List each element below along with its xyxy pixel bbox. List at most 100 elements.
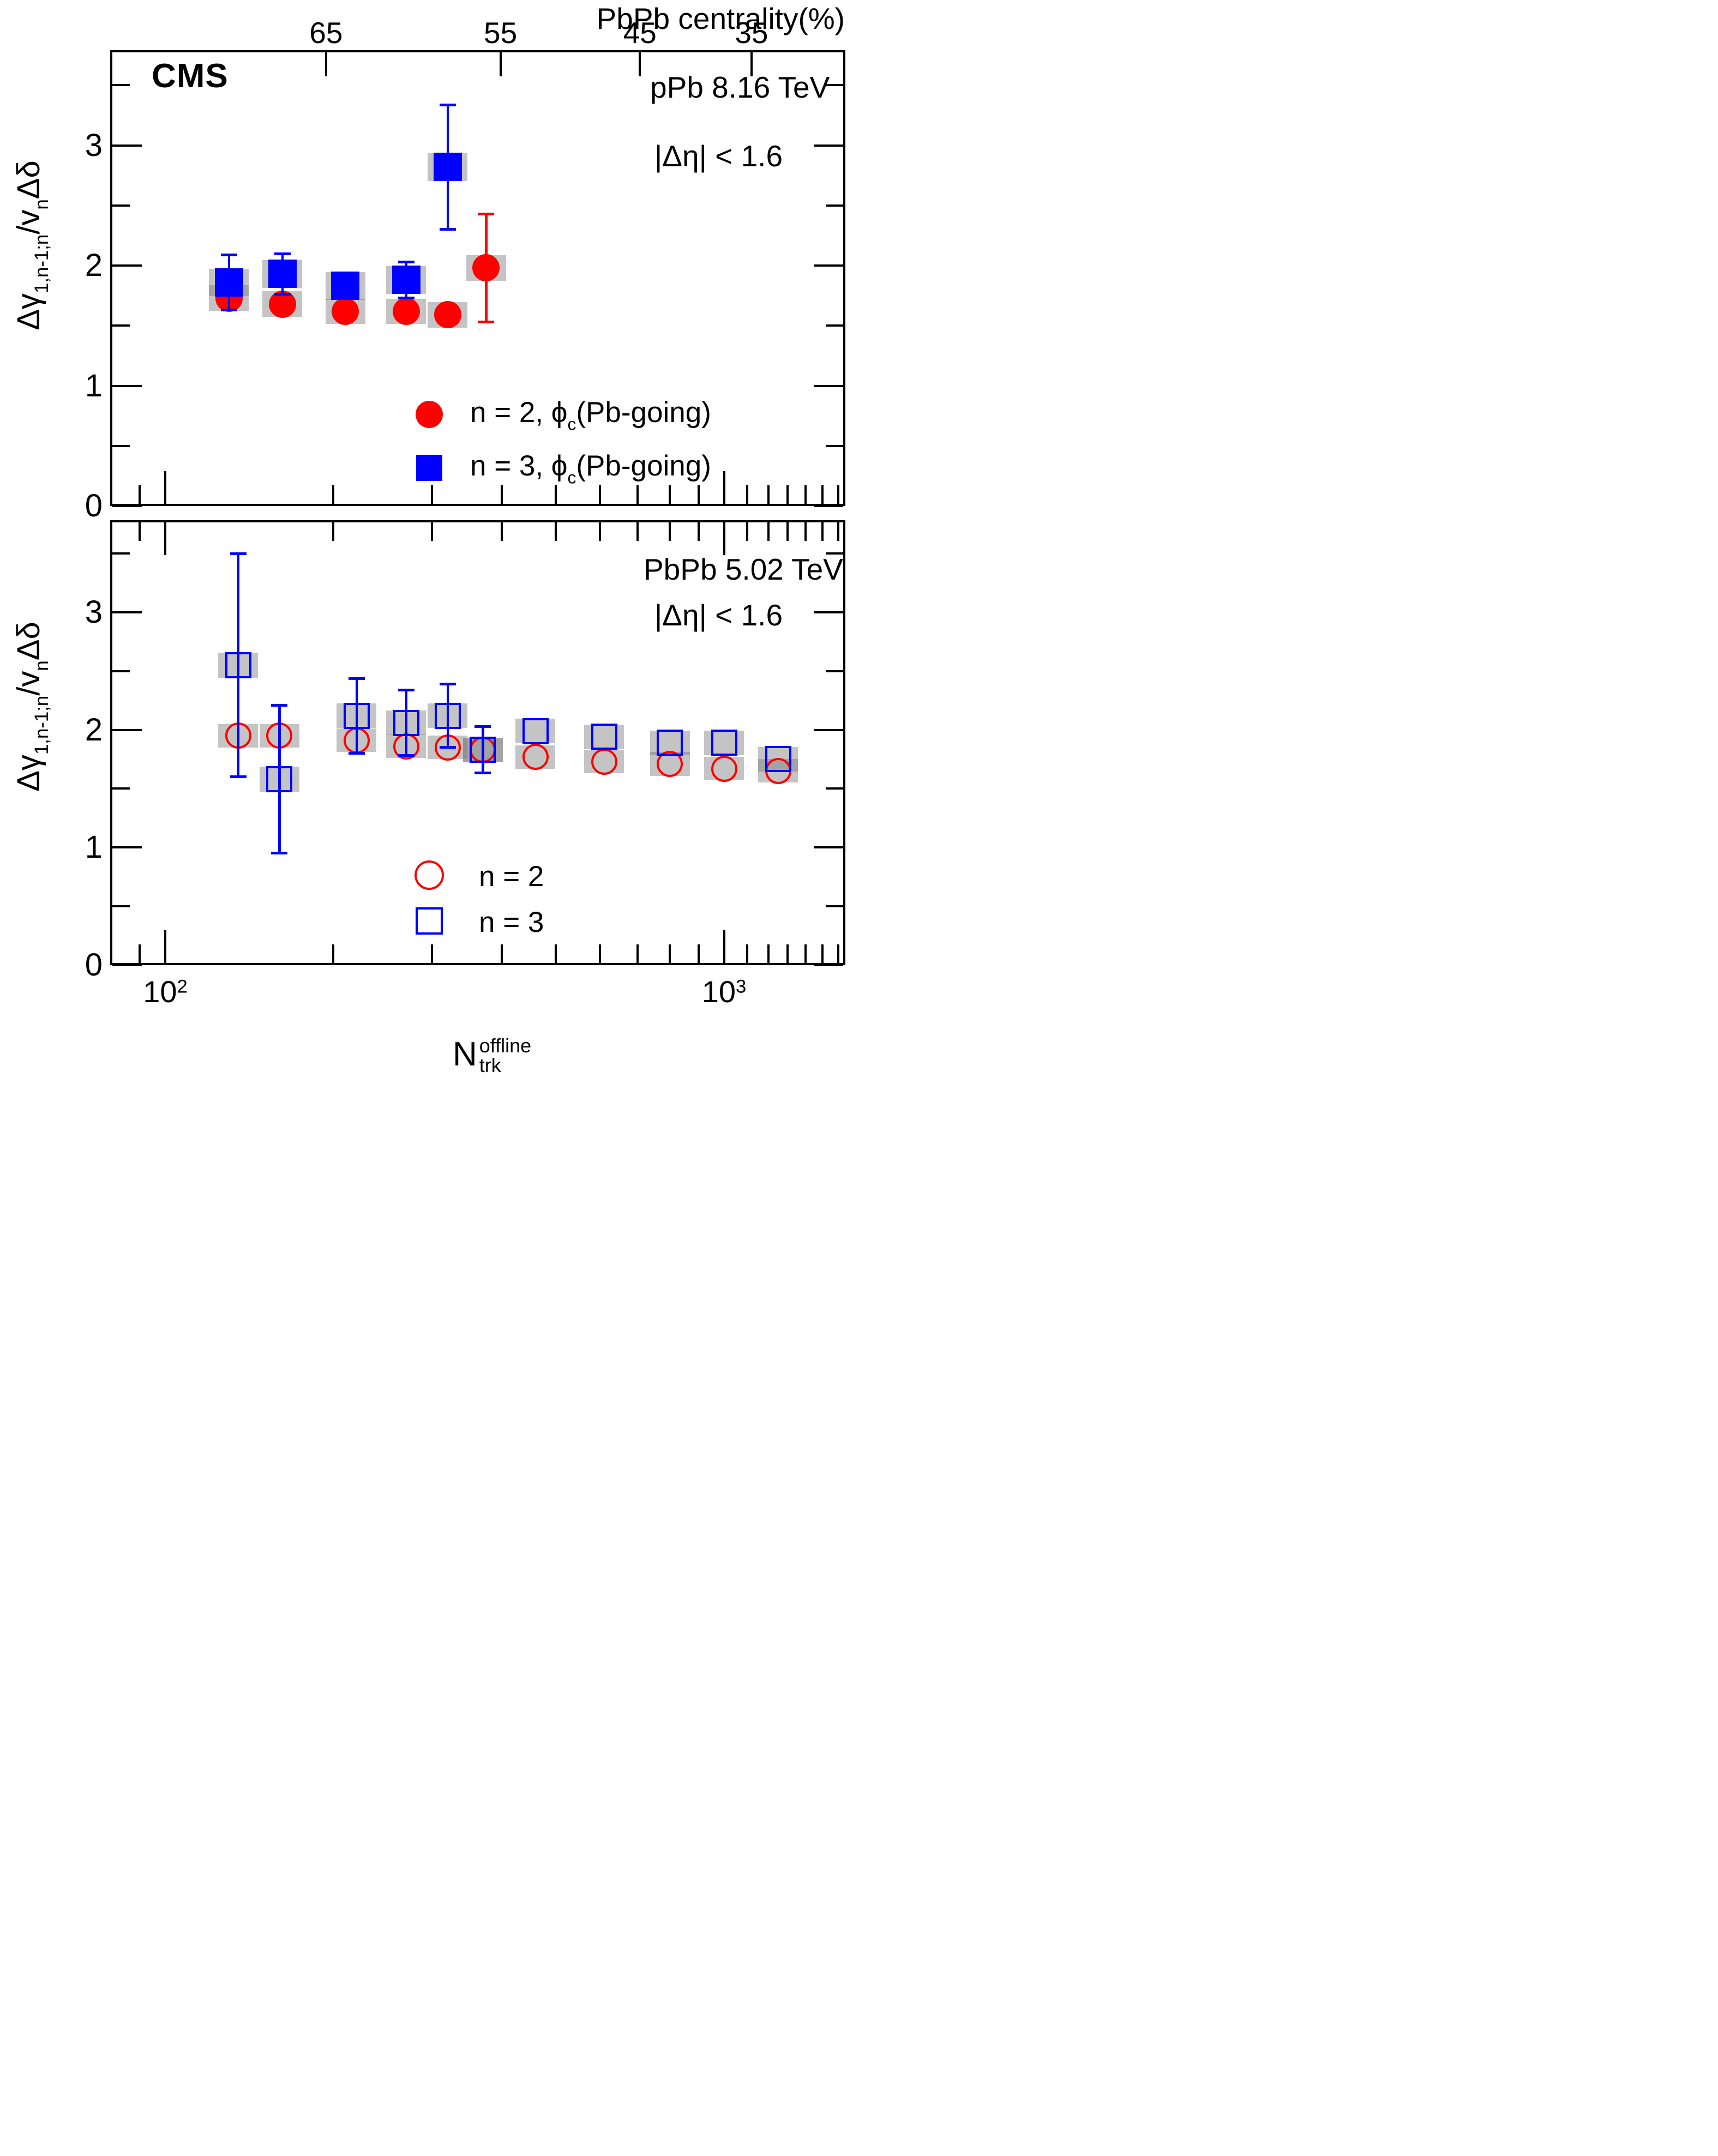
centrality-tick xyxy=(325,52,327,76)
panel-frame-0 xyxy=(110,50,845,506)
x-tick xyxy=(430,485,433,504)
top-axis-title: PbPb centrality(%) xyxy=(596,2,845,35)
error-bar xyxy=(446,684,449,748)
error-bar-cap xyxy=(230,775,247,778)
data-point-n3-4 xyxy=(434,702,461,729)
y-tick-label: 3 xyxy=(85,594,103,630)
centrality-tick xyxy=(639,52,641,76)
legend-item-n2-pbpb: n = 2 xyxy=(479,860,544,893)
data-point-n3-0 xyxy=(214,268,243,297)
error-bar xyxy=(405,690,408,756)
error-bar xyxy=(278,705,281,853)
error-bar xyxy=(482,726,484,774)
x-tick xyxy=(332,485,335,504)
y-tick-mirror xyxy=(814,505,843,507)
x-axis-title-superscript: offline xyxy=(479,1034,532,1057)
y-tick-label: 2 xyxy=(85,712,103,748)
y-tick-mirror xyxy=(826,905,843,907)
y-tick xyxy=(112,552,130,555)
x-tick-mirror xyxy=(332,522,335,541)
y-tick-mirror xyxy=(826,444,843,447)
legend-marker-n2-filled-circle xyxy=(416,401,443,428)
y-tick xyxy=(112,846,142,848)
y-tick xyxy=(112,84,130,87)
error-bar-cap xyxy=(478,213,495,216)
x-tick-mirror xyxy=(821,522,824,541)
error-bar-cap xyxy=(398,296,415,299)
y-tick xyxy=(112,324,130,327)
y-tick-mirror xyxy=(826,84,843,87)
x-tick-mirror xyxy=(164,522,166,555)
data-point-n2-2 xyxy=(332,297,359,325)
x-tick-label: 103 xyxy=(701,974,747,1009)
x-tick xyxy=(636,485,639,504)
x-tick-mirror xyxy=(139,522,141,541)
data-point-n2-8 xyxy=(657,750,683,777)
error-bar-cap xyxy=(274,292,291,296)
data-point-n3-1 xyxy=(268,260,297,288)
error-bar-cap xyxy=(439,227,456,231)
legend-marker-n2-open-circle xyxy=(415,860,444,890)
syst-box xyxy=(515,719,556,744)
y-tick-mirror xyxy=(814,144,843,147)
y-tick xyxy=(112,728,142,731)
x-tick xyxy=(636,944,639,963)
x-tick xyxy=(821,944,824,963)
x-tick xyxy=(723,930,725,963)
data-point-n3-9 xyxy=(711,730,737,756)
x-tick xyxy=(599,485,602,504)
x-tick xyxy=(599,944,602,963)
y-axis-title-top-panel: Δγ1,n-1;n/vnΔδ xyxy=(11,160,52,330)
data-point-n2-5 xyxy=(472,254,500,282)
data-point-n3-1 xyxy=(266,766,293,792)
error-bar-cap xyxy=(348,751,365,755)
x-tick xyxy=(332,944,335,963)
y-tick-label: 1 xyxy=(85,368,103,404)
x-tick xyxy=(746,944,748,963)
error-bar-cap xyxy=(230,552,247,556)
x-tick-mirror xyxy=(697,522,700,541)
data-point-n3-6 xyxy=(522,718,549,744)
x-tick xyxy=(430,944,433,963)
x-tick xyxy=(767,485,770,504)
y-tick xyxy=(112,963,142,966)
centrality-tick-label: 45 xyxy=(623,16,657,50)
top-panel-eta-cut-label: |Δη| < 1.6 xyxy=(654,139,783,173)
x-tick xyxy=(786,485,789,504)
data-point-n3-8 xyxy=(657,730,683,756)
x-tick xyxy=(164,471,166,504)
error-bar-cap xyxy=(474,772,491,775)
y-tick-mirror xyxy=(814,963,843,966)
y-tick xyxy=(112,204,130,207)
legend-marker-n3-open-square xyxy=(416,907,443,935)
x-tick xyxy=(697,944,700,963)
x-tick xyxy=(697,485,700,504)
data-point-n2-7 xyxy=(591,748,617,775)
x-tick-mirror xyxy=(804,522,807,541)
centrality-tick-label: 65 xyxy=(309,16,343,50)
y-tick-label: 3 xyxy=(85,127,103,163)
y-tick xyxy=(112,670,130,672)
x-tick xyxy=(746,485,748,504)
x-tick xyxy=(837,944,839,963)
y-tick xyxy=(112,505,142,507)
data-point-n3-4 xyxy=(433,153,462,182)
x-tick xyxy=(804,485,807,504)
y-tick xyxy=(112,905,130,907)
x-tick xyxy=(669,944,671,963)
figure: CMS PbPb centrality(%) pPb 8.16 TeV |Δη|… xyxy=(0,0,859,1078)
error-bar-cap xyxy=(474,725,491,728)
y-tick-mirror xyxy=(814,611,843,613)
error-bar-cap xyxy=(478,320,495,323)
x-tick xyxy=(669,485,671,504)
x-tick xyxy=(500,485,503,504)
y-tick-mirror xyxy=(826,204,843,207)
data-point-n3-3 xyxy=(393,709,419,736)
y-tick xyxy=(112,444,130,447)
x-tick xyxy=(821,485,824,504)
error-bar-cap xyxy=(398,754,415,757)
y-axis-title-bottom-panel: Δγ1,n-1;n/vnΔδ xyxy=(11,622,52,792)
x-tick-mirror xyxy=(786,522,789,541)
centrality-tick-label: 55 xyxy=(483,16,518,50)
